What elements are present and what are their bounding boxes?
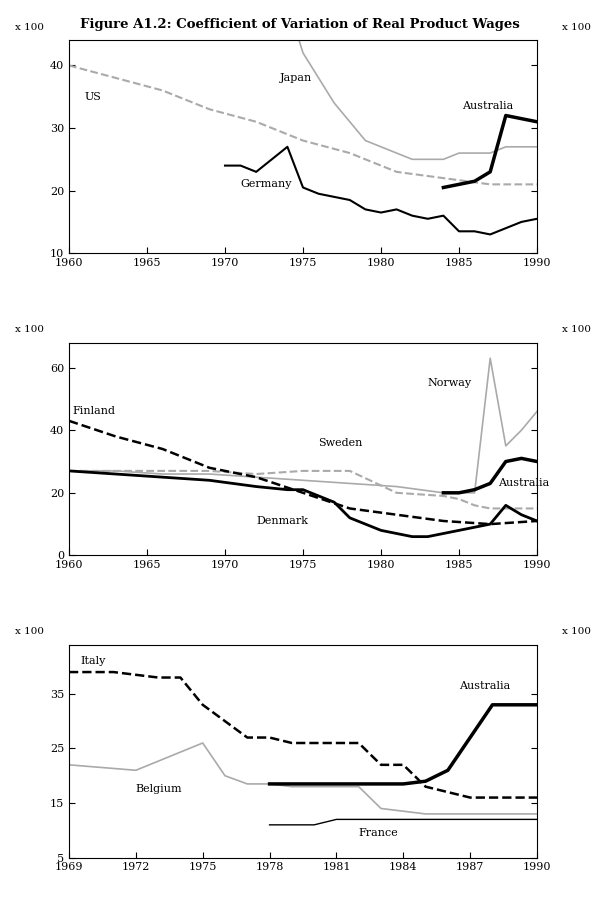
Text: Figure A1.2: Coefficient of Variation of Real Product Wages: Figure A1.2: Coefficient of Variation of… [80,18,520,31]
Text: US: US [85,92,101,101]
Text: Australia: Australia [462,101,514,111]
Text: Finland: Finland [72,407,115,417]
Text: x 100: x 100 [15,325,44,334]
Text: Sweden: Sweden [319,437,363,448]
Text: x 100: x 100 [562,22,591,32]
Text: Belgium: Belgium [136,784,182,795]
Text: x 100: x 100 [562,325,591,334]
Text: Australia: Australia [498,479,549,489]
Text: Norway: Norway [428,378,472,388]
Text: x 100: x 100 [15,22,44,32]
Text: France: France [359,828,398,838]
Text: Germany: Germany [241,180,292,189]
Text: Denmark: Denmark [256,516,308,526]
Text: Australia: Australia [459,681,510,691]
Text: x 100: x 100 [15,628,44,637]
Text: Japan: Japan [280,73,312,83]
Text: Italy: Italy [80,656,106,666]
Text: x 100: x 100 [562,628,591,637]
